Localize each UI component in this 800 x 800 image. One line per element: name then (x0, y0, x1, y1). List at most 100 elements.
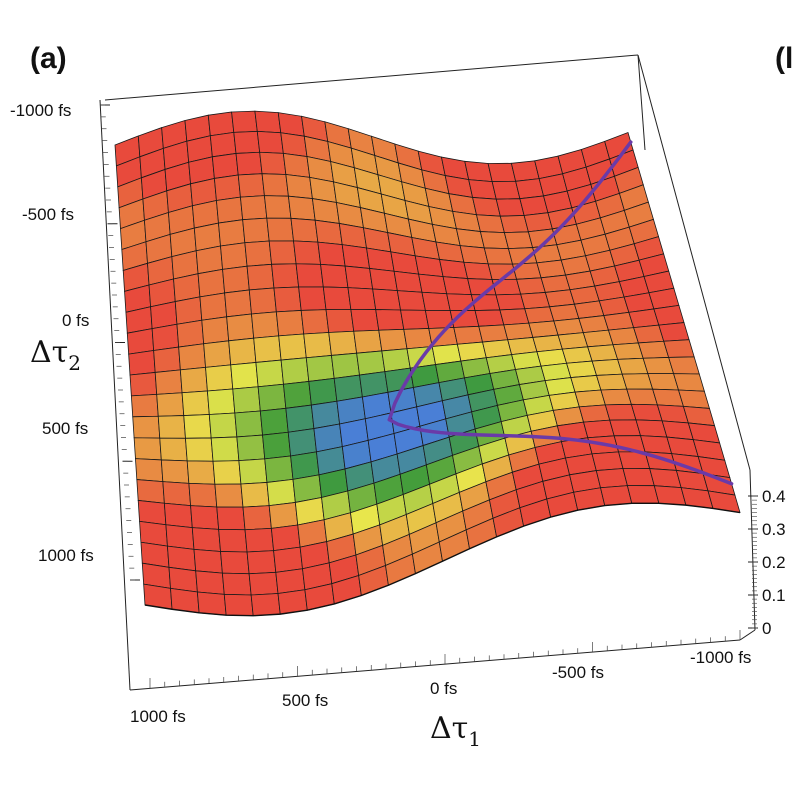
surface-cell (516, 277, 546, 295)
surface-cell (179, 366, 208, 394)
surface-cell (459, 245, 489, 265)
surface-cell (290, 217, 319, 243)
surface-cell (305, 354, 335, 382)
surface-cell (280, 132, 308, 158)
surface-cell (268, 501, 299, 529)
z-tick-label: 0 (762, 619, 771, 638)
surface-cell (224, 289, 252, 318)
surface-cell (264, 455, 294, 483)
surface-cell (483, 247, 514, 265)
surface-front-edge (144, 502, 741, 617)
surface-cell (239, 195, 268, 221)
surface-cell (228, 337, 257, 366)
surface-cell (186, 460, 216, 485)
surface-cell (181, 390, 210, 416)
surface-cell (293, 240, 322, 265)
surface-cell (495, 198, 525, 217)
surface-cell (246, 550, 277, 575)
surface-cell (369, 267, 398, 292)
surface-cell (600, 485, 633, 507)
y-tick-label: 0 fs (62, 311, 89, 330)
z-tick-label: 0.2 (762, 553, 786, 572)
axis-ticks: -1000 fs -500 fs 0 fs 500 fs 1000 fs 1000 fs 5… (10, 101, 786, 726)
surface-cell (503, 231, 534, 250)
surface-cell (220, 242, 248, 270)
surface-cell (626, 485, 660, 504)
surface-cell (188, 482, 218, 508)
surface-cell (626, 388, 658, 406)
surface-cell (211, 152, 239, 179)
surface-cell (262, 431, 292, 460)
surface-cell (234, 410, 263, 438)
surface-cell (214, 483, 244, 508)
surface-cell (157, 415, 186, 439)
surface-cell (271, 263, 300, 289)
x-tick-label: 0 fs (430, 679, 457, 698)
surface-cell (553, 318, 584, 336)
surface-cell (261, 173, 289, 197)
surface-cell (325, 309, 355, 333)
surface-cell (226, 313, 255, 342)
surface-cell (707, 490, 741, 513)
surface-cell (156, 392, 185, 417)
surface-cell (499, 215, 529, 234)
surface-cell (130, 393, 159, 418)
surface-cell (205, 364, 234, 392)
surface-cell (216, 196, 244, 224)
surface-cell (183, 414, 212, 439)
surface-cell (275, 568, 306, 594)
surface-cell (280, 357, 310, 385)
surface-cell (250, 593, 281, 617)
surface-cell (257, 383, 287, 412)
x-tick-label: -1000 fs (690, 648, 751, 667)
surface-cell (191, 527, 221, 552)
surface-cell (303, 332, 332, 359)
surface-cell (168, 566, 198, 593)
surface-cell (503, 322, 534, 341)
surface-cell (222, 265, 250, 294)
plot-box-front (99, 99, 756, 691)
surface-cell (595, 373, 628, 391)
surface-cell (137, 500, 167, 526)
surface-cell (566, 360, 598, 378)
surface-cell (135, 458, 164, 483)
minimum-energy-path-2 (387, 418, 734, 486)
surface-cell (475, 214, 505, 234)
surface-cell (578, 404, 611, 423)
surface-cell (218, 219, 246, 247)
surface-cell (350, 309, 380, 332)
surface-cell (248, 287, 277, 315)
surface-cell (199, 292, 228, 321)
surface-cell (328, 330, 358, 356)
box-edge-top-right (637, 54, 751, 471)
surface-cell (220, 551, 250, 575)
surface-cell (266, 217, 294, 242)
surface-cell (653, 304, 685, 326)
z-tick-label: 0.1 (762, 586, 786, 605)
surface-cell (341, 244, 371, 269)
minimum-energy-path-1 (387, 140, 633, 422)
surface-cell (176, 319, 205, 348)
surface-cell (231, 110, 258, 133)
surface-cell (628, 308, 660, 329)
box-edge-bottom-front (129, 639, 741, 691)
surface-cell (396, 290, 426, 311)
surface-cell (133, 437, 162, 461)
surface-cell (193, 548, 223, 574)
surface-cell (668, 356, 700, 375)
surface-cell (499, 308, 530, 326)
surface-cell (574, 389, 606, 408)
surface-cell (221, 572, 252, 596)
surface-cell (223, 593, 254, 617)
surface-cell (259, 407, 289, 436)
surface-cell (317, 241, 346, 267)
surface-cell (208, 412, 238, 439)
surface-cell (442, 276, 472, 296)
surface-cell (165, 524, 195, 550)
surface-cell (129, 372, 158, 397)
surface-cell (491, 180, 521, 200)
surface-cell (478, 324, 509, 343)
surface-cell (453, 325, 484, 345)
z-tick-label: 0.3 (762, 520, 786, 539)
surface-cell (591, 358, 623, 376)
